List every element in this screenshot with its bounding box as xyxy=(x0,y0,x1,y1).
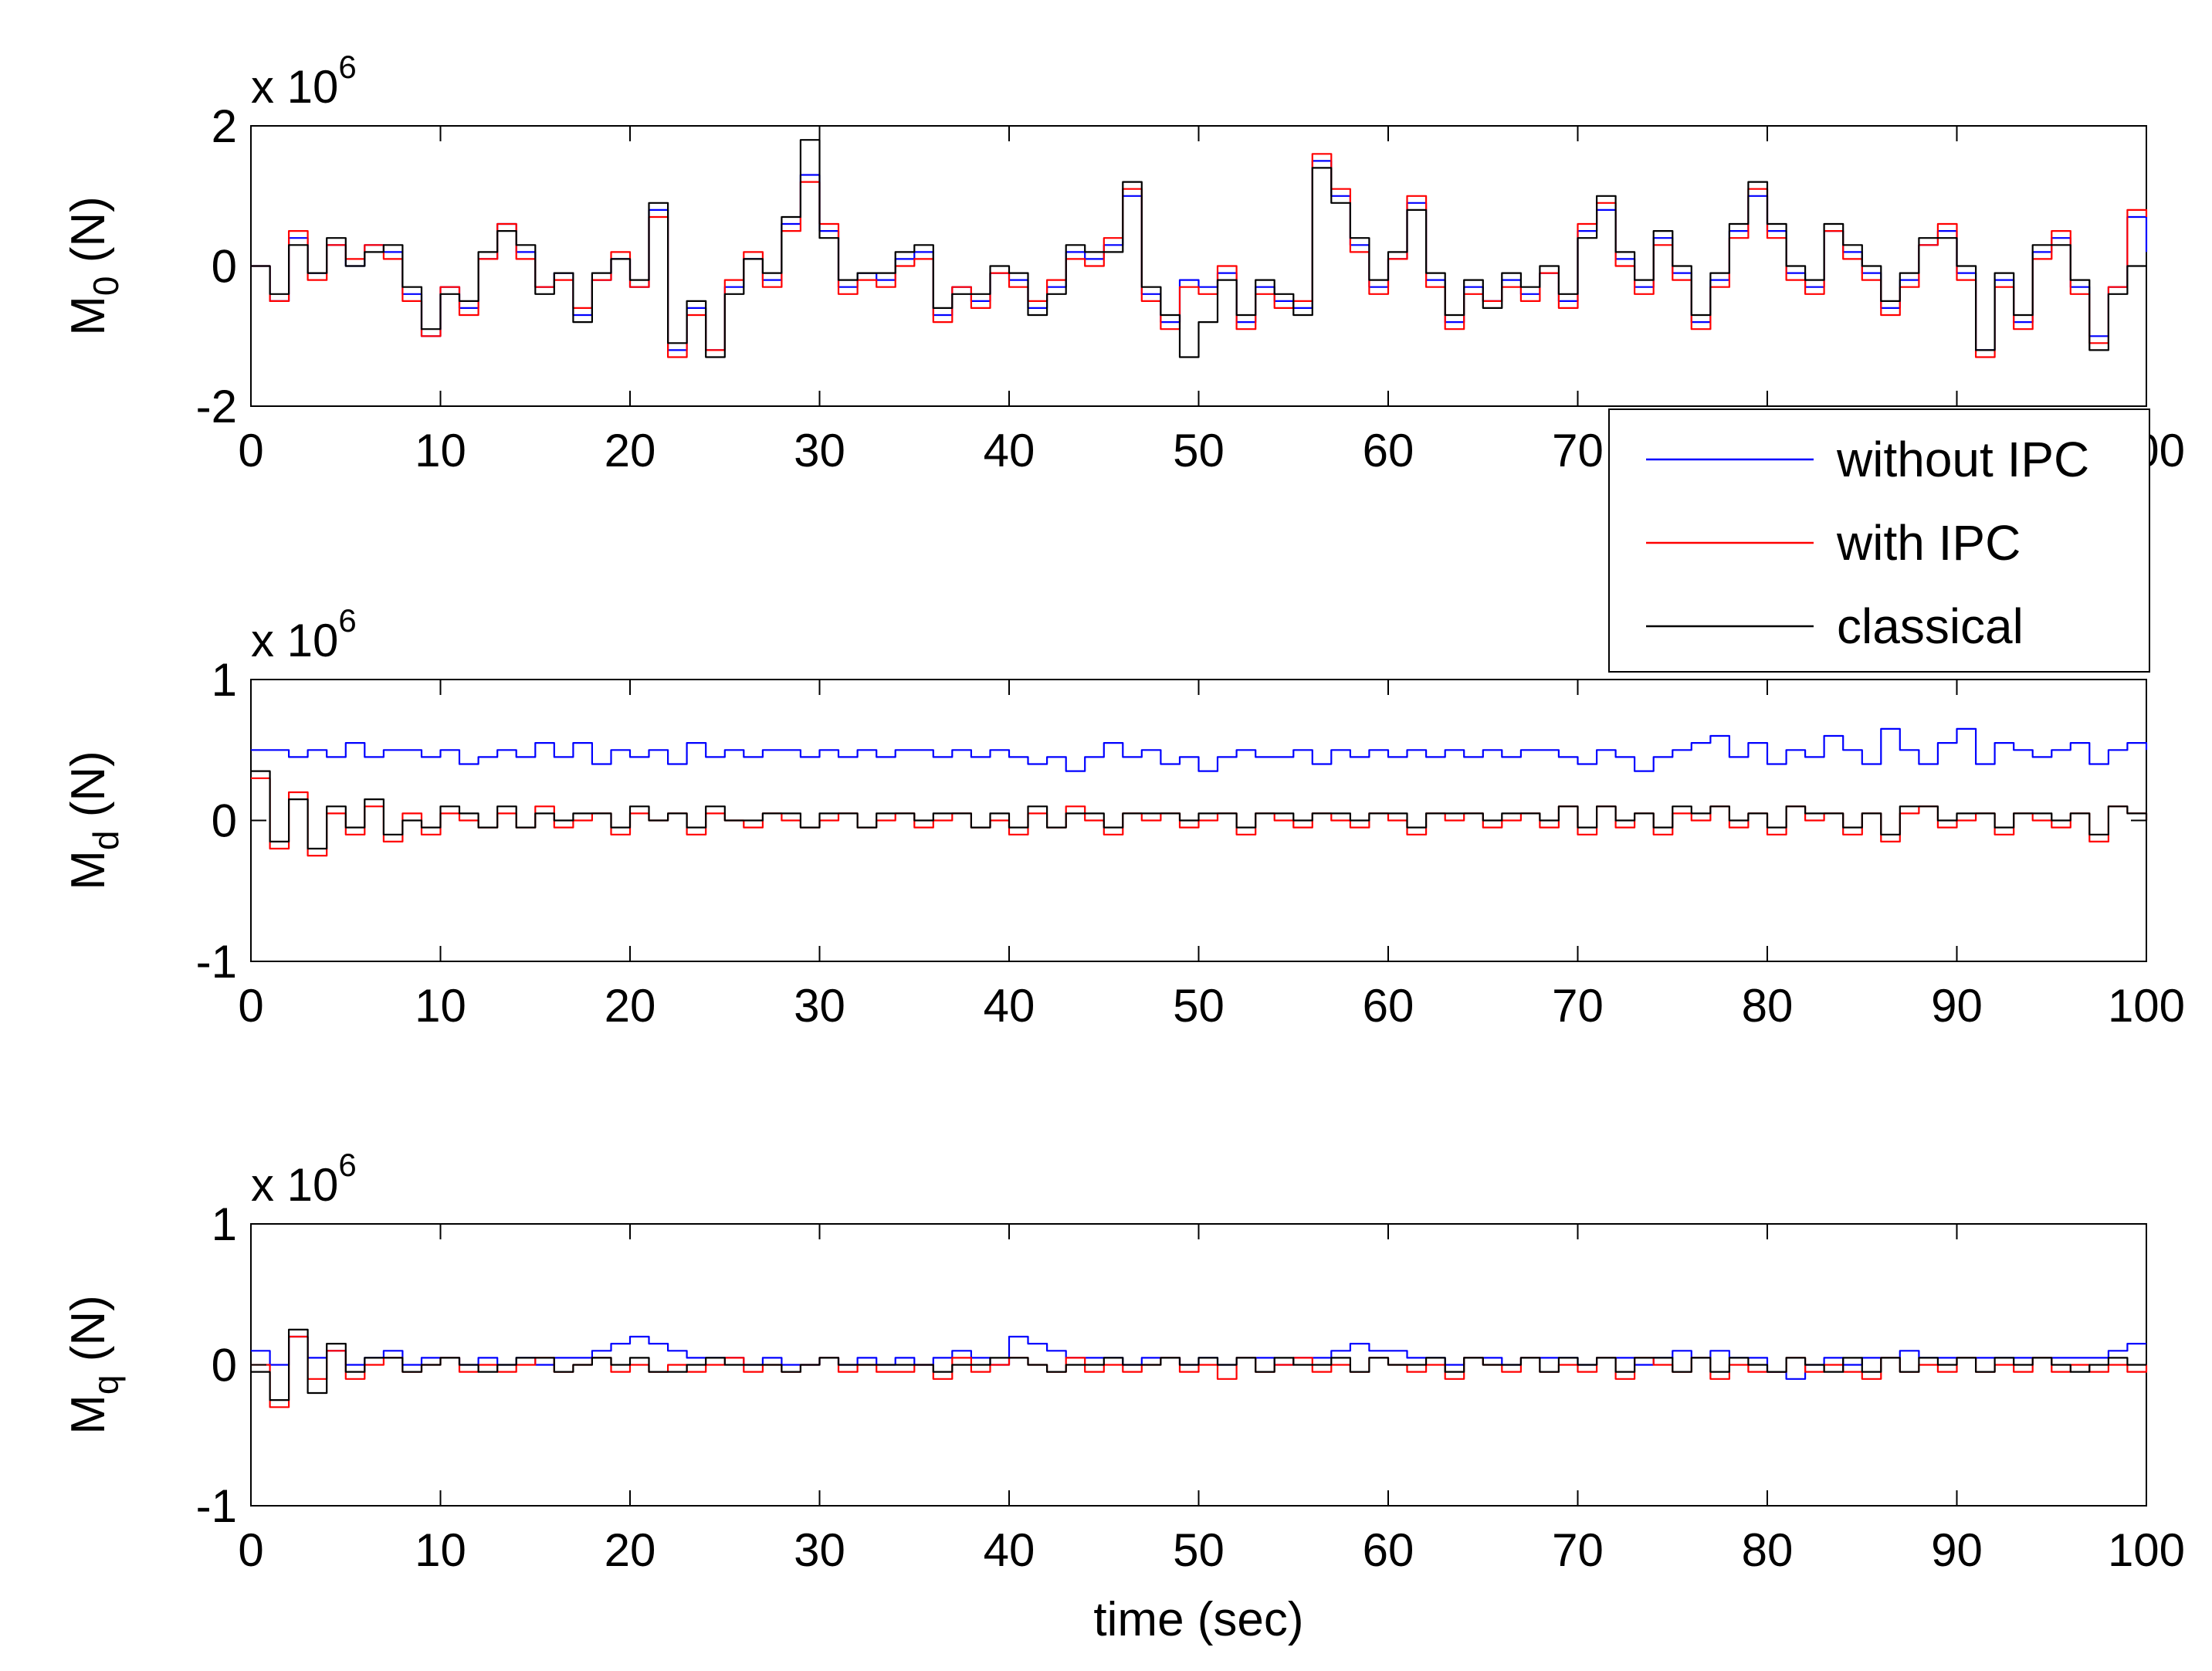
series-line-classical xyxy=(251,139,2146,358)
legend-label: classical xyxy=(1837,598,2024,654)
x-tick-label: 10 xyxy=(415,980,466,1032)
legend-label: without IPC xyxy=(1836,432,2089,487)
y-axis-label-unit: (N) xyxy=(62,196,115,276)
legend-box xyxy=(1608,408,2150,673)
y-axis-label: Mq (N) xyxy=(62,1295,126,1435)
scale-exponent: 6 xyxy=(338,602,356,639)
y-axis-label-subscript: q xyxy=(86,1375,126,1395)
y-tick-label: 0 xyxy=(212,1340,237,1391)
series-line-classical xyxy=(251,770,2148,850)
x-tick-label: 10 xyxy=(415,425,466,476)
y-axis-label-subscript: d xyxy=(86,831,126,851)
y-tick-label: -1 xyxy=(196,936,237,988)
legend: without IPC with IPC classical xyxy=(1608,408,2150,673)
y-axis-label-main: M xyxy=(62,850,115,890)
y-tick-label: 1 xyxy=(212,1198,237,1250)
y-axis-label-unit: (N) xyxy=(62,751,115,830)
x-tick-label: 80 xyxy=(1742,1524,1794,1576)
legend-label: with IPC xyxy=(1836,515,2021,571)
x-tick-label: 60 xyxy=(1363,980,1414,1032)
y-axis-label-subscript: 0 xyxy=(86,276,126,297)
y-tick-label: 0 xyxy=(212,795,237,847)
x-tick-label: 40 xyxy=(984,1524,1035,1576)
y-axis-label-main: M xyxy=(62,296,115,336)
scale-factor: x 106 xyxy=(251,602,357,666)
y-tick-label: 0 xyxy=(212,241,237,293)
y-axis-label: M0 (N) xyxy=(62,196,126,336)
y-tick-label: -1 xyxy=(196,1480,237,1532)
x-tick-label: 20 xyxy=(605,980,656,1032)
x-tick-label: 100 xyxy=(2108,980,2185,1032)
scale-factor: x 106 xyxy=(251,49,357,113)
x-tick-label: 70 xyxy=(1552,425,1604,476)
x-tick-label: 0 xyxy=(238,980,263,1032)
x-tick-label: 60 xyxy=(1363,425,1414,476)
x-tick-label: 50 xyxy=(1173,980,1225,1032)
x-tick-label: 90 xyxy=(1931,980,1983,1032)
x-tick-label: 60 xyxy=(1363,1524,1414,1576)
x-tick-label: 40 xyxy=(984,980,1035,1032)
plot-area xyxy=(250,125,2147,407)
x-tick-label: 100 xyxy=(2108,1524,2185,1576)
x-axis-label: time (sec) xyxy=(1093,1593,1303,1646)
x-tick-label: 10 xyxy=(415,1524,466,1576)
x-tick-label: 30 xyxy=(794,980,845,1032)
x-tick-label: 50 xyxy=(1173,425,1225,476)
series-line-classical xyxy=(251,1328,2146,1402)
y-tick-label: 2 xyxy=(212,100,237,152)
x-tick-label: 0 xyxy=(238,1524,263,1576)
scale-factor: x 106 xyxy=(251,1147,357,1211)
x-tick-label: 40 xyxy=(984,425,1035,476)
x-tick-label: 70 xyxy=(1552,1524,1604,1576)
x-tick-label: 90 xyxy=(1931,1524,1983,1576)
x-tick-label: 30 xyxy=(794,1524,845,1576)
x-tick-label: 80 xyxy=(1742,980,1794,1032)
x-tick-label: 70 xyxy=(1552,980,1604,1032)
y-axis-label: Md (N) xyxy=(62,751,126,890)
y-axis-label-main: M xyxy=(62,1395,115,1435)
x-tick-label: 20 xyxy=(605,425,656,476)
scale-exponent: 6 xyxy=(338,1147,356,1183)
series-line-without-ipc xyxy=(251,727,2148,772)
y-axis-label-unit: (N) xyxy=(62,1295,115,1374)
y-tick-label: 1 xyxy=(212,654,237,706)
scale-exponent: 6 xyxy=(338,49,356,85)
x-tick-label: 50 xyxy=(1173,1524,1225,1576)
x-tick-label: 0 xyxy=(238,425,263,476)
x-tick-label: 30 xyxy=(794,425,845,476)
y-tick-label: -2 xyxy=(196,381,237,432)
x-tick-label: 20 xyxy=(605,1524,656,1576)
